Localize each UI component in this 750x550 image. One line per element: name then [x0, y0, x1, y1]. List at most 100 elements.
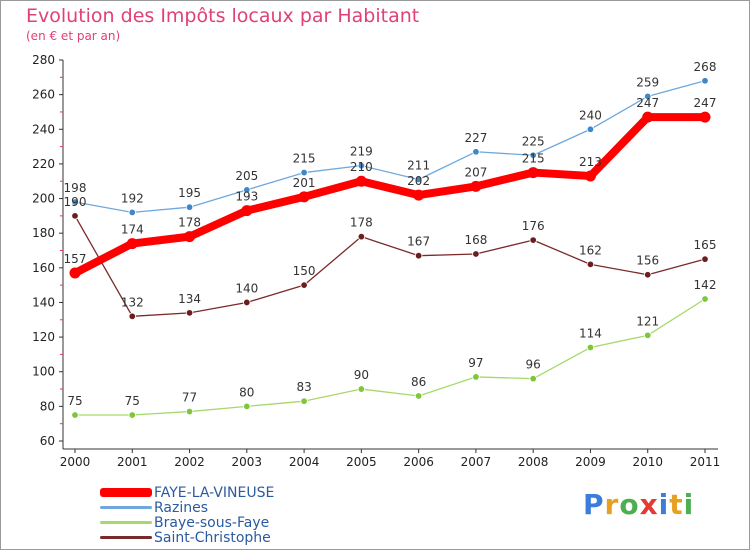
y-tick-label: 80 — [40, 399, 55, 413]
data-point-razines — [71, 198, 79, 206]
data-label-faye-la-vineuse: 193 — [235, 190, 258, 204]
data-label-braye-sous-faye: 114 — [579, 326, 602, 340]
chart-axes: 60 80 100 120 140 160 180 200 220 240 260 280 2000 20… — [32, 53, 720, 469]
data-point-faye-la-vineuse — [126, 238, 138, 250]
data-label-saint-christophe: 140 — [235, 281, 258, 295]
data-label-razines: 219 — [350, 145, 373, 159]
data-point-braye-sous-faye — [472, 373, 480, 381]
data-label-razines: 225 — [522, 134, 545, 148]
data-point-faye-la-vineuse — [355, 175, 367, 187]
data-point-faye-la-vineuse — [184, 231, 196, 243]
y-tick-label: 60 — [40, 434, 55, 448]
data-point-razines — [243, 186, 251, 194]
data-point-razines — [644, 92, 652, 101]
data-point-saint-christophe — [586, 260, 595, 269]
data-label-saint-christophe: 150 — [293, 264, 316, 278]
x-tick-label: 2005 — [346, 455, 377, 469]
data-label-faye-la-vineuse: 157 — [64, 252, 87, 266]
data-label-razines: 198 — [64, 181, 87, 195]
data-label-saint-christophe: 132 — [121, 295, 144, 309]
data-label-braye-sous-faye: 86 — [411, 375, 426, 389]
data-point-braye-sous-faye — [71, 411, 79, 419]
data-label-saint-christophe: 178 — [350, 216, 373, 230]
data-point-faye-la-vineuse — [642, 111, 654, 123]
data-label-faye-la-vineuse: 247 — [636, 96, 659, 110]
legend-label: Razines — [154, 500, 209, 516]
data-point-faye-la-vineuse — [298, 191, 310, 203]
data-point-braye-sous-faye — [586, 343, 595, 352]
data-point-saint-christophe — [300, 281, 308, 289]
y-tick-label: 120 — [32, 330, 55, 344]
chart-data-labels: 198 192 195 205 215 219 211 227 225 240 259 268 75 75… — [64, 60, 717, 408]
data-label-faye-la-vineuse: 178 — [178, 216, 201, 230]
logo-letter: t — [669, 488, 684, 521]
data-point-saint-christophe — [644, 271, 652, 279]
data-point-razines — [300, 168, 308, 177]
data-label-saint-christophe: 165 — [694, 238, 717, 252]
chart-series — [69, 77, 711, 419]
x-tick-label: 2010 — [632, 455, 663, 469]
data-point-braye-sous-faye — [243, 402, 251, 411]
data-point-faye-la-vineuse — [470, 180, 482, 192]
logo-letter: i — [658, 488, 670, 521]
data-label-razines: 227 — [464, 131, 487, 145]
data-point-saint-christophe — [414, 251, 423, 260]
logo-letter: r — [604, 488, 620, 521]
data-point-saint-christophe — [472, 250, 480, 258]
data-label-saint-christophe: 168 — [464, 233, 487, 247]
logo-letter: o — [619, 488, 640, 521]
data-label-faye-la-vineuse: 247 — [694, 96, 717, 110]
data-label-faye-la-vineuse: 174 — [121, 223, 144, 237]
logo-letter: i — [683, 488, 695, 521]
data-label-saint-christophe: 190 — [64, 195, 87, 209]
y-tick-label: 260 — [32, 88, 55, 102]
legend-swatch — [100, 536, 152, 539]
data-point-saint-christophe — [71, 212, 79, 220]
data-point-razines — [357, 161, 366, 170]
data-point-saint-christophe — [701, 255, 709, 263]
data-point-saint-christophe — [128, 312, 136, 321]
data-point-braye-sous-faye — [300, 397, 308, 405]
chart-title: Evolution des Impôts locaux par Habitant — [26, 5, 420, 27]
data-point-saint-christophe — [357, 232, 366, 241]
x-tick-label: 2002 — [174, 455, 205, 469]
data-point-saint-christophe — [185, 309, 194, 317]
data-label-saint-christophe: 176 — [522, 219, 545, 233]
data-label-braye-sous-faye: 80 — [239, 385, 254, 399]
proxiti-logo: Proxiti — [583, 488, 694, 521]
y-tick-label: 220 — [32, 157, 55, 171]
data-label-braye-sous-faye: 97 — [468, 356, 483, 370]
data-label-braye-sous-faye: 83 — [296, 380, 311, 394]
data-label-saint-christophe: 167 — [407, 235, 430, 249]
data-label-braye-sous-faye: 96 — [526, 358, 541, 372]
y-tick-label: 180 — [32, 226, 55, 240]
data-label-razines: 215 — [293, 152, 316, 166]
data-label-razines: 195 — [178, 186, 201, 200]
data-point-saint-christophe — [529, 236, 537, 244]
x-tick-label: 2001 — [117, 455, 148, 469]
data-label-saint-christophe: 162 — [579, 243, 602, 257]
y-tick-label: 240 — [32, 122, 55, 136]
data-label-faye-la-vineuse: 201 — [293, 176, 316, 190]
x-tick-label: 2004 — [289, 455, 320, 469]
data-label-razines: 192 — [121, 191, 144, 205]
data-label-saint-christophe: 134 — [178, 292, 201, 306]
data-label-faye-la-vineuse: 215 — [522, 152, 545, 166]
data-label-braye-sous-faye: 77 — [182, 391, 197, 405]
data-point-braye-sous-faye — [185, 407, 194, 416]
data-point-faye-la-vineuse — [699, 111, 711, 123]
data-label-braye-sous-faye: 90 — [354, 368, 369, 382]
data-point-faye-la-vineuse — [69, 267, 81, 279]
data-point-braye-sous-faye — [644, 331, 652, 340]
logo-letter: x — [639, 488, 659, 521]
data-label-razines: 240 — [579, 108, 602, 122]
x-tick-label: 2008 — [518, 455, 549, 469]
y-tick-label: 140 — [32, 295, 55, 309]
data-point-razines — [701, 77, 709, 85]
x-tick-label: 2011 — [690, 455, 721, 469]
data-label-faye-la-vineuse: 210 — [350, 160, 373, 174]
data-point-braye-sous-faye — [128, 411, 136, 419]
x-tick-label: 2009 — [575, 455, 606, 469]
data-point-faye-la-vineuse — [584, 170, 596, 182]
